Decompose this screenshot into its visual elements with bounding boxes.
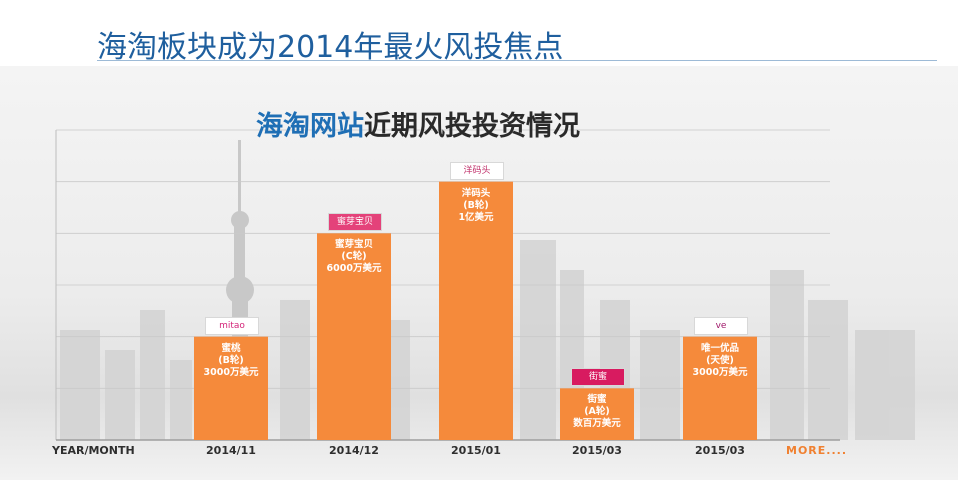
company-logo: 洋码头 [450, 161, 504, 180]
chart-title-rest: 近期风投投资情况 [364, 111, 580, 142]
company-logo: 街蜜 [571, 368, 625, 387]
bar-label-amount: 1亿美元 [458, 211, 494, 223]
bar-label-amount: 3000万美元 [692, 366, 748, 378]
x-tick-label: 2015/03 [695, 444, 745, 457]
bar-data-label: 洋码头 (B轮) 1亿美元 [439, 188, 513, 224]
title-divider [97, 60, 937, 61]
bar-label-round: (A轮) [584, 406, 610, 418]
bar-label-company: 蜜桃 [221, 342, 241, 354]
bar [683, 336, 757, 440]
bar-data-label: 蜜芽宝贝 (C轮) 6000万美元 [317, 239, 391, 275]
slide-title: 海淘板块成为2014年最火风投焦点 [97, 30, 564, 65]
more-link[interactable]: MORE.... [786, 444, 847, 457]
company-logo: mitao [205, 316, 259, 335]
x-tick-label: 2014/12 [329, 444, 379, 457]
bar [317, 233, 391, 440]
bar-data-label: 唯一优品 (天使) 3000万美元 [683, 343, 757, 379]
x-tick-label: 2015/01 [451, 444, 501, 457]
bar-data-label: 蜜桃 (B轮) 3000万美元 [194, 343, 268, 379]
bar-series [194, 181, 757, 440]
bar-label-round: (天使) [706, 354, 734, 366]
bar-label-company: 唯一优品 [700, 342, 739, 354]
bar-label-company: 蜜芽宝贝 [334, 239, 373, 251]
skyline-background [60, 240, 915, 440]
bar-label-amount: 数百万美元 [573, 418, 621, 430]
bar-label-amount: 3000万美元 [203, 366, 259, 378]
bar-label-company: 洋码头 [461, 187, 491, 199]
bar-label-round: (B轮) [218, 354, 244, 366]
bar [194, 336, 268, 440]
x-tick-label: 2014/11 [206, 444, 256, 457]
bar-data-label: 街蜜 (A轮) 数百万美元 [560, 394, 634, 430]
bar-label-round: (C轮) [341, 251, 367, 263]
chart-title-highlight: 海淘网站 [256, 111, 364, 142]
chart-title: 海淘网站近期风投投资情况 [256, 104, 580, 143]
bar-label-round: (B轮) [463, 199, 489, 211]
bar-label-amount: 6000万美元 [326, 263, 382, 275]
x-axis-title: YEAR/MONTH [52, 444, 135, 457]
x-tick-label: 2015/03 [572, 444, 622, 457]
bar [439, 181, 513, 440]
bar [560, 388, 634, 440]
company-logo: ve [694, 316, 748, 335]
bar-label-company: 街蜜 [587, 394, 607, 406]
company-logo: 蜜芽宝贝 [328, 213, 382, 232]
